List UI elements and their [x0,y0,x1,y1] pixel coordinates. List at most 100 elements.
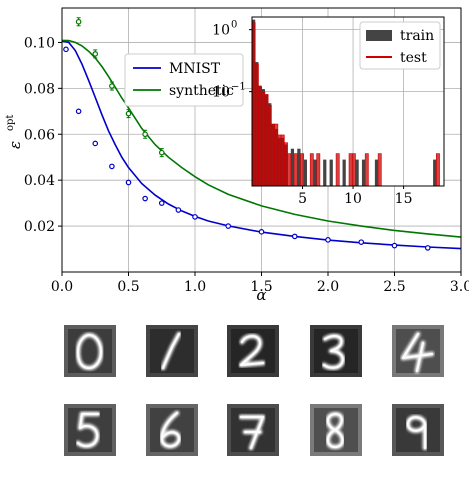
digit-image-5 [64,404,116,456]
data-point [192,214,198,220]
data-point [109,83,115,89]
x-tick-label: 2.5 [383,279,405,295]
histogram-bar [436,153,440,187]
series-mnist [61,40,462,251]
histogram-bar [293,153,298,187]
data-point [92,51,99,57]
y-tick-label: 0.04 [24,173,55,189]
digit-image-2 [227,325,279,377]
digit-image-4 [392,325,444,377]
inset-x-tick-label: 10 [344,191,362,207]
series-line-synthetic [61,39,462,238]
x-tick-label: 0.5 [117,279,139,295]
histogram-bar [316,153,321,187]
data-point [175,207,182,213]
x-tick-label: 0.0 [51,279,73,295]
histogram-bar [335,153,340,187]
digit-image-6 [146,404,198,456]
digit-image-1 [146,325,198,377]
x-axis-label: α [256,286,266,304]
data-point [125,179,132,186]
inset-legend: train test [359,21,441,70]
legend-label-test: test [400,50,427,66]
histogram-bar [297,148,301,186]
digit-stroke-core [239,415,265,450]
digit-stroke-core [406,416,427,450]
inset-frame [251,16,445,187]
inset-x-tick-label: 5 [298,191,307,207]
data-point [158,149,165,156]
main-chart: 0.0 0.5 1.0 1.5 2.0 2.5 3.0 0.02 0.04 0.06 0.08 0.1… [5,7,469,304]
legend-swatch-train [366,30,392,41]
histogram-bar [355,159,359,186]
y-tick-label: 0.10 [24,35,55,51]
data-point [63,46,69,53]
histogram-bar [433,159,437,186]
y-axis-label: ε opt [5,115,24,149]
inset-x-tick-label: 15 [395,191,413,207]
histogram-bar [351,153,356,187]
histogram-bar [271,123,275,187]
data-point [109,163,115,170]
y-tick-label: 0.02 [24,219,55,235]
data-point [142,195,148,202]
digit-stroke-core [160,411,181,448]
digit-stroke-core [76,412,100,448]
histogram-bar [361,159,366,186]
data-point [125,110,132,117]
inset-y-tick-label: 10 −1 [212,82,246,101]
histogram-bar [284,142,288,187]
digit-image-3 [310,325,362,377]
data-point [158,200,165,206]
x-tick-label: 2.0 [317,279,339,295]
histogram-bar [374,159,379,186]
histogram-bar [287,153,292,187]
digit-stroke-core [239,335,265,367]
histogram-bar [267,105,272,187]
legend-label-train: train [400,28,434,44]
histogram-bar [258,86,263,187]
legend-label-synthetic: synthetic [169,83,234,99]
data-point [358,239,365,245]
data-point [391,242,398,249]
histogram-bar [254,63,259,187]
data-point [291,233,298,240]
digit-image-0 [64,325,116,377]
digit-stroke-core [326,412,344,449]
histogram-bar [280,134,285,187]
main-legend: MNIST synthetic [124,53,244,107]
histogram-bar [264,94,269,187]
legend-label-mnist: MNIST [169,61,221,77]
histogram-bar [348,153,353,187]
data-point [142,131,148,138]
histogram-bar [364,153,369,187]
series-synthetic [61,17,462,238]
histogram-bar [309,153,314,187]
histogram-bar [300,153,305,187]
histogram-bar [277,134,282,187]
legend-box [124,53,244,107]
digit-thumbnails [64,325,444,456]
histogram-bar [342,159,346,186]
data-point [258,229,265,235]
inset-y-tick-exp: −1 [231,82,246,93]
x-tick-label: 1.5 [250,279,272,295]
histogram-bar [290,148,295,186]
x-tick-label: 1.0 [184,279,206,295]
histogram-bar [329,159,333,186]
digit-image-7 [227,404,279,456]
data-point [325,237,331,243]
histogram-bar [303,159,307,186]
data-point [424,245,431,251]
main-ticks: 0.0 0.5 1.0 1.5 2.0 2.5 3.0 0.02 0.04 0.06 0.08 0.1… [24,35,469,295]
digit-stroke-core [161,332,181,370]
y-tick-label: 0.06 [24,127,55,143]
histogram-bar [313,159,317,186]
y-axis-label-sup: opt [5,115,16,131]
x-tick-label: 3.0 [450,279,469,295]
y-tick-label: 0.08 [24,81,55,97]
